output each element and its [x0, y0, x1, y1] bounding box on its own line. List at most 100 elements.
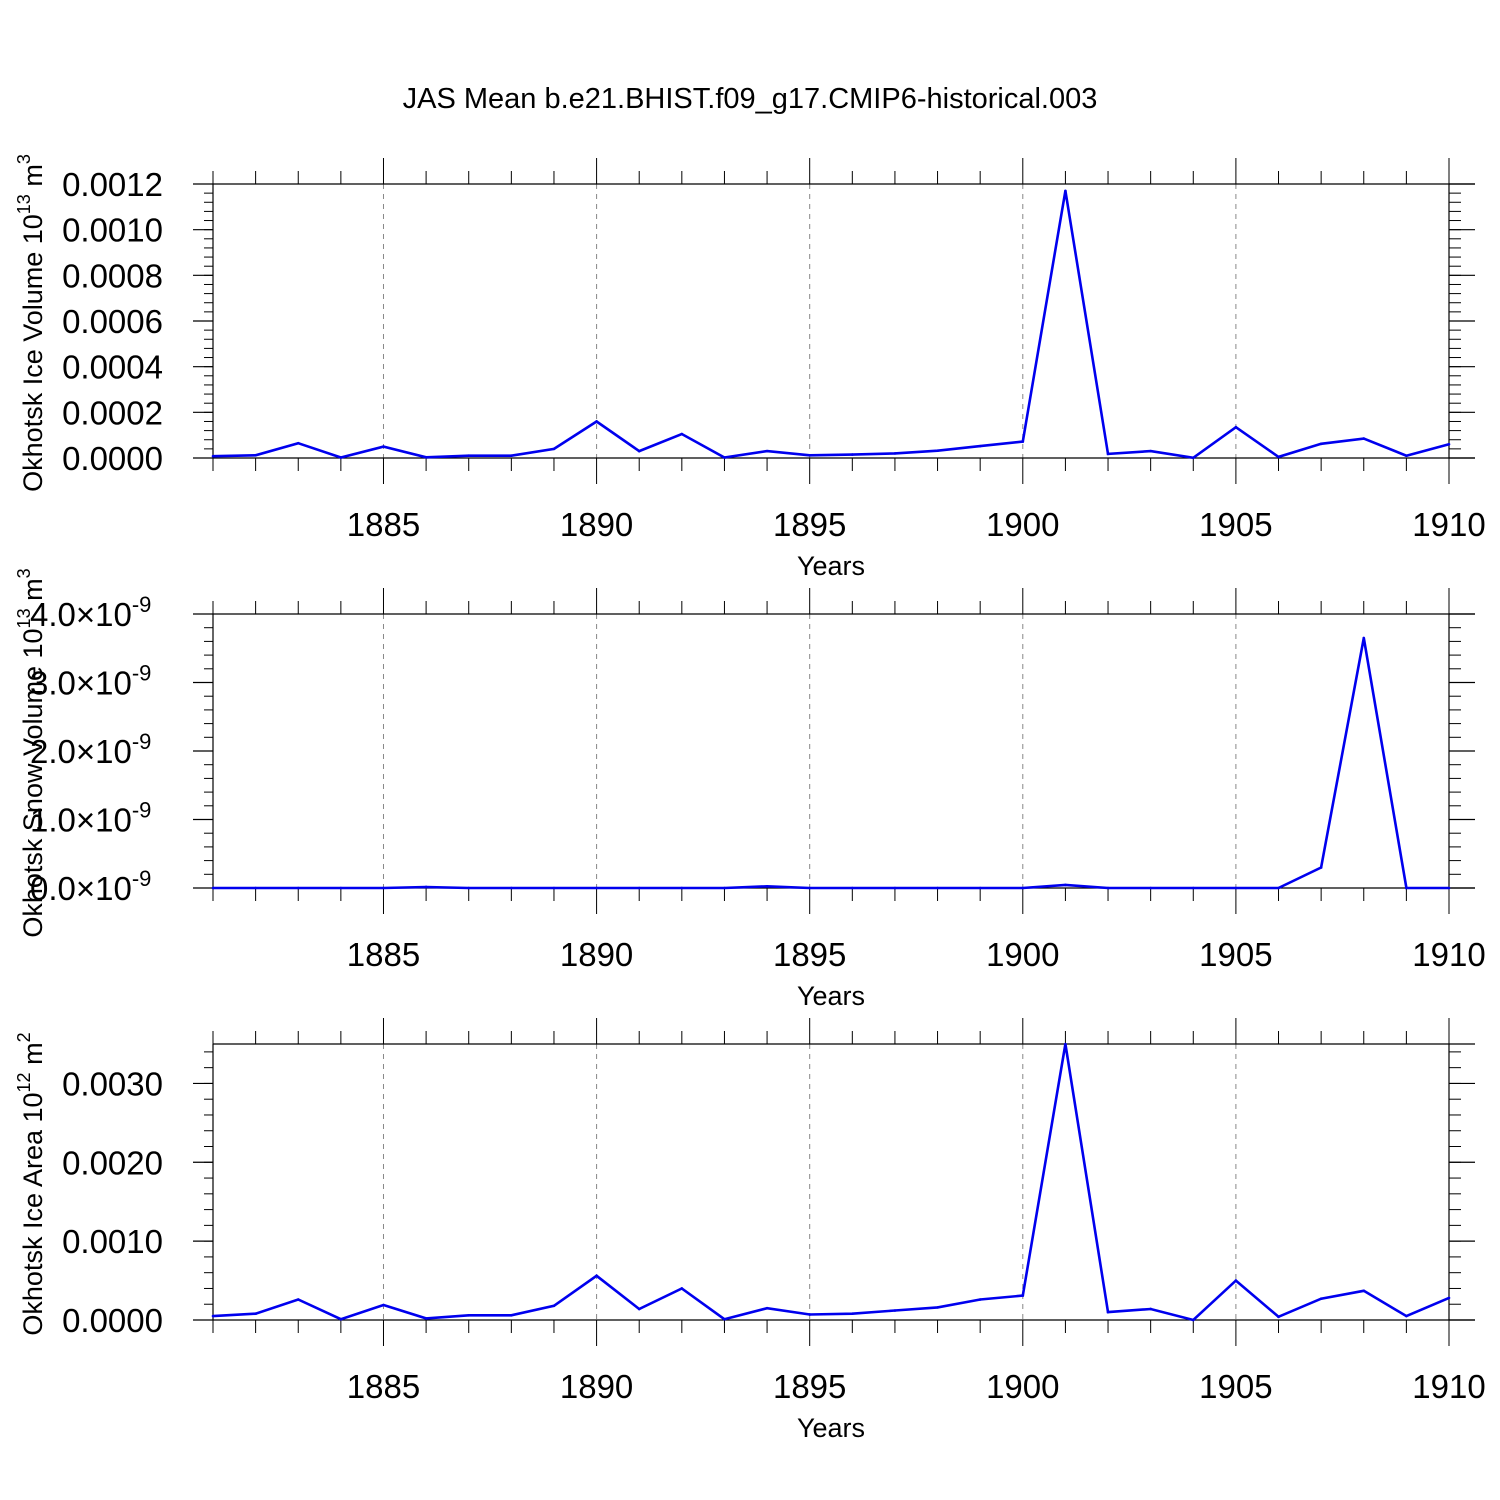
panel-2-data-point-1898: [936, 886, 939, 890]
panel-3-data-point-1909: [1405, 1314, 1408, 1318]
panel-1-ytick-label-1: 0.0002: [62, 394, 163, 431]
panel-3-data-point-1884: [339, 1317, 343, 1321]
panel-1-data-point-1889: [552, 447, 556, 451]
panel-3-data-point-1882: [254, 1312, 257, 1315]
panel-3: 0.0000 0.0010 0.0020 0.0030 1885 1890 1895 1900…: [14, 1018, 1486, 1443]
panel-1-data-point-1900: [1021, 440, 1025, 443]
panel-3-data-point-1903: [1149, 1307, 1152, 1311]
panel-3-ytick-label-0: 0.0000: [62, 1302, 163, 1339]
panel-1-data-point-1905: [1234, 425, 1238, 429]
panel-2-data-point-1886: [424, 885, 428, 889]
panel-1-data-point-1893: [723, 456, 726, 459]
panel-2-ytick-label-1: 1.0×10-9: [30, 798, 151, 839]
panel-1-xtick-label-1910: 1910: [1412, 506, 1485, 543]
panel-3-x-axis-label: Years: [797, 1413, 865, 1443]
panel-1-data-point-1887: [467, 454, 471, 458]
panel-2-data-point-1892: [680, 886, 684, 890]
panel-3-ytick-label-1: 0.0010: [62, 1223, 163, 1260]
panel-2-data-point-1906: [1277, 886, 1280, 890]
panel-3-ytick-label-3: 0.0030: [62, 1065, 163, 1102]
panel-1-data-point-1888: [510, 454, 513, 458]
panel-3-xtick-label-1910: 1910: [1412, 1368, 1485, 1405]
panel-3-xtick-label-1890: 1890: [560, 1368, 633, 1405]
panel-1-data-point-1909: [1405, 454, 1408, 458]
panel-3-xtick-label-1900: 1900: [986, 1368, 1059, 1405]
panels: 0.00000.00020.00040.00060.00080.00100.00…: [14, 154, 1486, 1443]
panel-2-ytick-label-3: 3.0×10-9: [30, 661, 151, 702]
panel-2-ytick-label-4: 4.0×10-9: [30, 592, 151, 633]
panel-3-series-line: [212, 1043, 1450, 1322]
panel-3-data-point-1883: [296, 1298, 300, 1301]
panel-2-xtick-label-1900: 1900: [986, 936, 1059, 973]
panel-2-data-point-1904: [1191, 886, 1195, 890]
panel-1-xtick-label-1895: 1895: [773, 506, 846, 543]
panel-1-data-point-1908: [1362, 437, 1366, 440]
panel-3-data-point-1906: [1277, 1315, 1280, 1319]
panel-2-y-axis-label: Okhotsk Snow Volume 1013 m3: [14, 568, 48, 937]
panel-3-xtick-label-1905: 1905: [1199, 1368, 1272, 1405]
panel-1-ytick-label-4: 0.0008: [62, 257, 163, 294]
panel-3-data-point-1889: [552, 1304, 556, 1308]
panel-1-ytick-label-3: 0.0006: [62, 303, 163, 340]
panel-2-ytick-label-0: 0.0×10-9: [30, 866, 151, 907]
panel-1-ytick-label-6: 0.0012: [62, 166, 163, 203]
panel-1-data-point-1883: [296, 441, 300, 445]
panel-1-data-point-1881: [211, 454, 215, 458]
panel-3-data-point-1907: [1319, 1297, 1323, 1301]
panel-2-xtick-label-1895: 1895: [773, 936, 846, 973]
panel-2-data-point-1882: [254, 886, 257, 890]
panel-2-data-point-1887: [467, 886, 471, 890]
panel-2-data-point-1901: [1064, 883, 1067, 887]
panel-2-series-line: [213, 637, 1449, 890]
chart-title: JAS Mean b.e21.BHIST.f09_g17.CMIP6-histo…: [403, 83, 1098, 115]
panel-3-data-point-1904: [1191, 1318, 1195, 1322]
panel-1-data-point-1904: [1191, 456, 1195, 460]
panel-2-data-point-1909: [1405, 886, 1408, 890]
panel-2-data-point-1894: [765, 884, 769, 888]
panel-1-xtick-label-1905: 1905: [1199, 506, 1272, 543]
panel-3-data-point-1905: [1234, 1279, 1238, 1282]
panel-2-data-point-1907: [1319, 866, 1323, 869]
panel-1-data-point-1898: [936, 449, 939, 452]
panel-3-xtick-label-1895: 1895: [773, 1368, 846, 1405]
panel-3-data-point-1890: [595, 1274, 598, 1278]
panel-2-ytick-label-2: 2.0×10-9: [30, 729, 151, 770]
panel-1: 0.0000 0.0002 0.0004 0.0006 0.0008 0.0010 0.00…: [14, 154, 1486, 581]
panel-2-data-point-1908: [1362, 636, 1366, 640]
panel-2-data-point-1888: [510, 886, 513, 890]
panel-2-xtick-label-1905: 1905: [1199, 936, 1272, 973]
panel-1-xtick-label-1900: 1900: [986, 506, 1059, 543]
panel-1-data-point-1906: [1277, 455, 1280, 459]
panel-2-data-point-1891: [637, 886, 641, 890]
panel-2-data-point-1899: [978, 886, 982, 890]
panel-2-data-point-1889: [552, 886, 556, 890]
panel-1-data-point-1886: [424, 456, 428, 459]
panel-3-data-point-1893: [723, 1317, 726, 1321]
panel-1-data-point-1899: [978, 444, 982, 448]
panel-1-data-point-1902: [1106, 452, 1110, 456]
panel-2-data-point-1884: [339, 886, 343, 890]
panel-2-data-point-1885: [382, 886, 385, 890]
panel-3-data-point-1894: [765, 1306, 769, 1310]
panel-1-xtick-label-1890: 1890: [560, 506, 633, 543]
panel-3-data-point-1898: [936, 1306, 939, 1309]
panel-3-data-point-1895: [808, 1313, 811, 1316]
panel-2-data-point-1903: [1149, 886, 1152, 890]
panel-3-y-axis-label: Okhotsk Ice Area 1012 m2: [14, 1032, 48, 1335]
panel-1-y-axis-label: Okhotsk Ice Volume 1013 m3: [14, 154, 48, 492]
panel-3-data-point-1902: [1106, 1310, 1110, 1314]
panel-2-data-point-1893: [723, 886, 726, 890]
panel-1-data-point-1907: [1319, 442, 1323, 446]
panel-2-data-point-1890: [595, 886, 598, 890]
panel-1-data-point-1897: [893, 452, 897, 455]
panel-3-xtick-label-1885: 1885: [347, 1368, 420, 1405]
panel-1-data-point-1890: [595, 420, 598, 423]
panel-3-data-point-1886: [424, 1317, 428, 1320]
panel-3-data-point-1885: [382, 1303, 385, 1307]
panel-1-data-point-1885: [382, 445, 385, 448]
panel-3-data-point-1901: [1064, 1042, 1067, 1046]
panel-2-data-point-1883: [296, 886, 300, 890]
panel-1-ytick-label-5: 0.0010: [62, 212, 163, 249]
panel-2-data-point-1896: [851, 886, 854, 890]
